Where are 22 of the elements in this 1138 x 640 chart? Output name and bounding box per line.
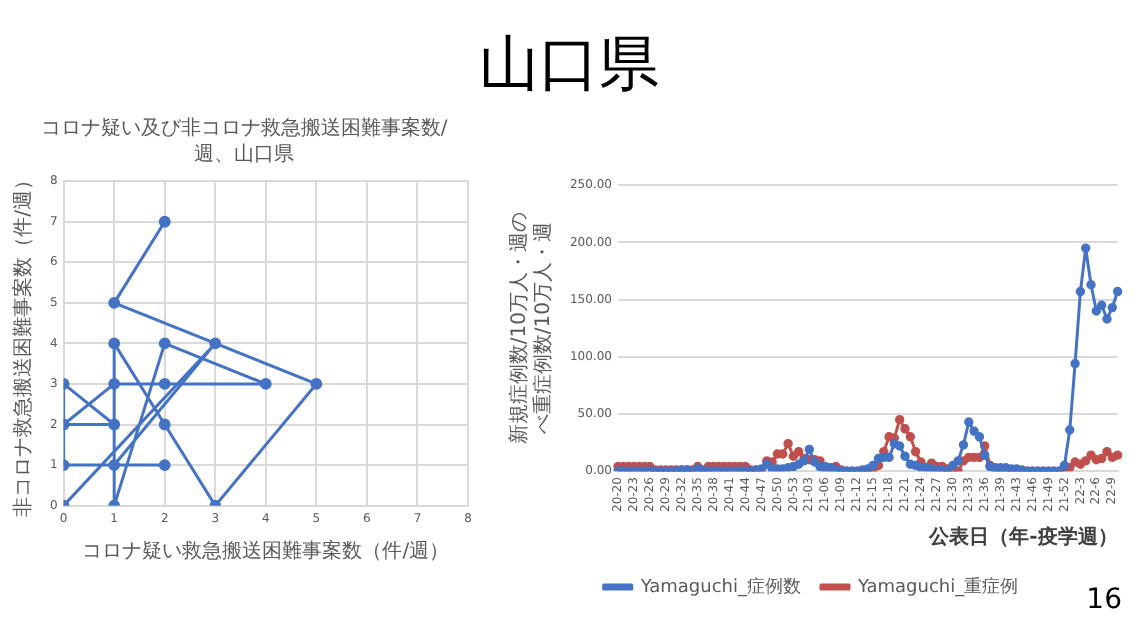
point <box>158 337 171 350</box>
x-axis-title: コロナ疑い救急搬送困難事案数（件/週） <box>82 539 450 564</box>
text: 山口県 <box>477 28 661 104</box>
x-axis-title: 公表日（年-疫学週） <box>927 525 1118 550</box>
point <box>259 378 272 390</box>
legend-label: Yamaguchi_重症例 <box>856 575 1019 598</box>
point <box>158 459 171 471</box>
y-axis-title: 新規症例数/10万人・週のべ重症例数/10万人・週 <box>507 212 556 445</box>
y-axis-title: 非コロナ救急搬送困難事案数（件/週） <box>11 170 36 517</box>
chart-title: コロナ疑い及び非コロナ救急搬送困難事案数/週、山口県 <box>38 116 450 168</box>
point <box>108 378 121 390</box>
point <box>158 378 171 390</box>
text: 16 <box>1086 584 1122 616</box>
point <box>209 337 222 350</box>
point <box>108 459 121 471</box>
point <box>108 418 121 431</box>
point <box>158 418 171 431</box>
point <box>108 337 121 350</box>
point <box>158 215 171 228</box>
point <box>108 296 121 309</box>
legend-label: Yamaguchi_症例数 <box>638 575 802 598</box>
point <box>310 378 323 390</box>
